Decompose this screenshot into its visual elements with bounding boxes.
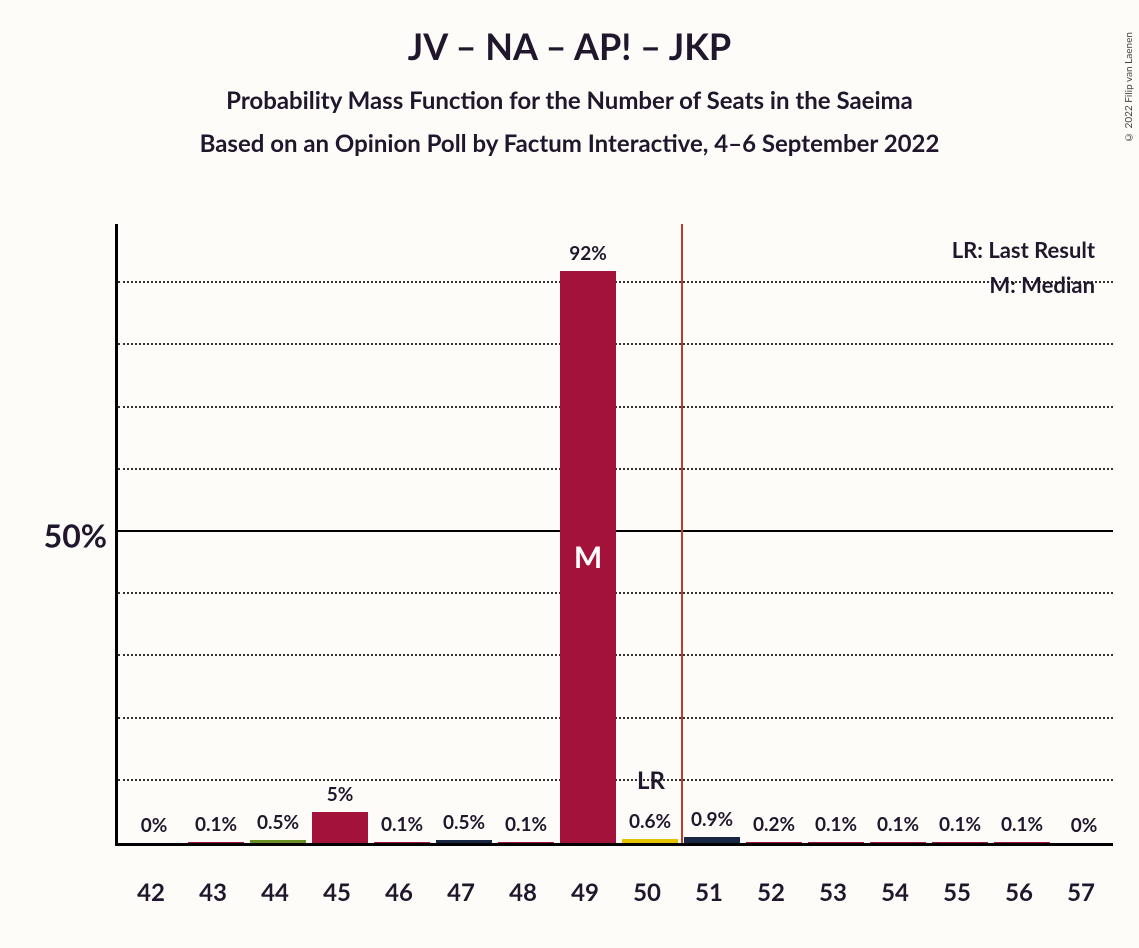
bar: 5%	[312, 812, 368, 843]
bar-value-label: 0.1%	[808, 813, 864, 842]
bar: 92%M	[560, 271, 616, 843]
legend-m: M: Median	[952, 271, 1095, 298]
xaxis-tick: 51	[681, 878, 737, 907]
xaxis-tick: 44	[247, 878, 303, 907]
plot-area: 0%0.1%0.5%5%0.1%0.5%0.1%92%M0.6%0.9%0.2%…	[115, 224, 1113, 846]
bar-value-label: 0.1%	[188, 813, 244, 842]
chart-subtitle-1: Probability Mass Function for the Number…	[0, 86, 1139, 115]
bar: 0.1%	[870, 842, 926, 843]
bar: 0.1%	[808, 842, 864, 843]
chart-subtitle-2: Based on an Opinion Poll by Factum Inter…	[0, 129, 1139, 158]
bar-slot: 0.6%	[622, 224, 678, 843]
xaxis-tick: 47	[433, 878, 489, 907]
bar: 0.9%	[684, 837, 740, 843]
bar-slot: 92% M	[560, 224, 616, 843]
bar-value-label: 0.5%	[436, 811, 492, 840]
bar-value-label: 0.1%	[994, 813, 1050, 842]
bar: 0.2%	[746, 842, 802, 843]
bar-slot: 0.5%	[436, 224, 492, 843]
xaxis-tick: 54	[867, 878, 923, 907]
chart-title: JV – NA – AP! – JKP	[0, 24, 1139, 68]
bar-value-label: 0.1%	[870, 813, 926, 842]
bar-slot: 0.1%	[808, 224, 864, 843]
bar-slot: 0.1%	[994, 224, 1050, 843]
xaxis-labels: 42434445464748495051525354555657	[115, 854, 1113, 894]
bar-value-label: 0.6%	[622, 810, 678, 839]
bar-value-label: 0.2%	[746, 813, 802, 842]
last-result-label: LR	[637, 766, 665, 795]
bar-slot: 0%	[126, 224, 182, 843]
bar-slot: 0.2%	[746, 224, 802, 843]
xaxis-tick: 52	[743, 878, 799, 907]
bar-slot: 0.1%	[498, 224, 554, 843]
xaxis-tick: 50	[619, 878, 675, 907]
bar-value-label: 0.9%	[684, 808, 740, 837]
bar-value-label: 0.1%	[374, 813, 430, 842]
xaxis-tick: 46	[371, 878, 427, 907]
bars-container: 0%0.1%0.5%5%0.1%0.5%0.1%92%M0.6%0.9%0.2%…	[118, 224, 1113, 843]
copyright-text: © 2022 Filip van Laenen	[1123, 32, 1135, 143]
bar-slot: 0.1%	[932, 224, 988, 843]
bar-slot: 5%	[312, 224, 368, 843]
bar-slot: 0.9%	[684, 224, 740, 843]
median-marker: M	[560, 539, 616, 575]
bar-value-label: 0%	[126, 814, 182, 843]
xaxis-tick: 57	[1053, 878, 1109, 907]
bar-slot: 0.1%	[188, 224, 244, 843]
bar-value-label: 0.1%	[498, 813, 554, 842]
xaxis-tick: 53	[805, 878, 861, 907]
yaxis-tick-50: 50%	[44, 516, 107, 555]
bar: 0.1%	[188, 842, 244, 843]
bar: 0.1%	[994, 842, 1050, 843]
bar-value-label: 0%	[1056, 814, 1112, 843]
bar: 0.6%	[622, 839, 678, 843]
xaxis-tick: 43	[185, 878, 241, 907]
xaxis-tick: 55	[929, 878, 985, 907]
bar-value-label: 92%	[560, 242, 616, 271]
xaxis-tick: 56	[991, 878, 1047, 907]
bar-slot: 0.1%	[374, 224, 430, 843]
bar: 0.1%	[374, 842, 430, 843]
legend: LR: Last Result M: Median	[952, 236, 1095, 306]
last-result-line	[681, 224, 683, 843]
bar: 0.1%	[932, 842, 988, 843]
legend-lr: LR: Last Result	[952, 236, 1095, 263]
bar-value-label: 0.5%	[250, 811, 306, 840]
xaxis-tick: 45	[309, 878, 365, 907]
bar: 0.5%	[436, 840, 492, 843]
xaxis-tick: 48	[495, 878, 551, 907]
xaxis-tick: 42	[123, 878, 179, 907]
xaxis-tick: 49	[557, 878, 613, 907]
bar-value-label: 0.1%	[932, 813, 988, 842]
bar: 0.1%	[498, 842, 554, 843]
bar: 0.5%	[250, 840, 306, 843]
bar-slot: 0%	[1056, 224, 1112, 843]
bar-value-label: 5%	[312, 783, 368, 812]
bar-slot: 0.1%	[870, 224, 926, 843]
bar-slot: 0.5%	[250, 224, 306, 843]
